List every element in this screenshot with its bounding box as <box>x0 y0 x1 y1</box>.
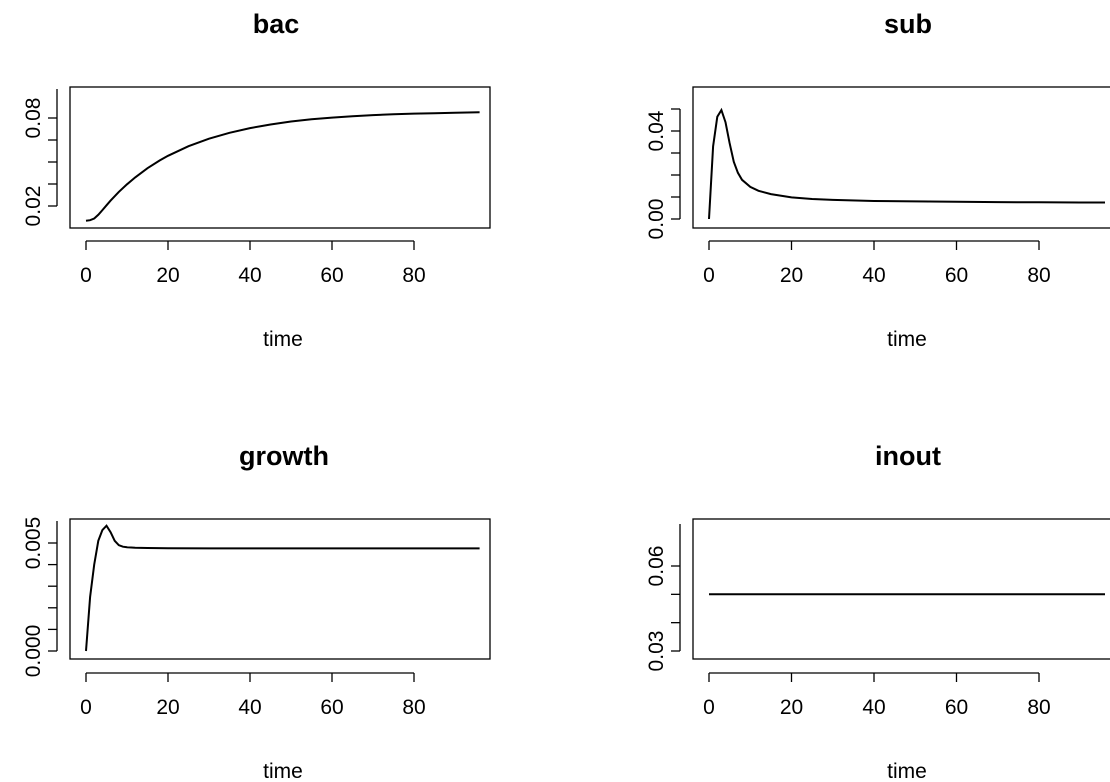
panel-sub: sub 0 20 40 60 80 0.00 0.04 time <box>645 9 1110 351</box>
panel-sub-x-tick-label: 20 <box>780 264 803 287</box>
panel-sub-x-label: time <box>887 328 927 351</box>
panel-inout-plot-frame <box>692 518 1110 660</box>
panel-inout-x-tick-label: 80 <box>1027 696 1050 719</box>
panel-inout-title: inout <box>875 441 941 471</box>
panel-inout: inout 0 20 40 60 80 0.03 0.06 time <box>645 441 1110 782</box>
panel-bac-title: bac <box>253 9 300 39</box>
panel-sub-title: sub <box>884 9 932 39</box>
panel-sub-x-tick-label: 80 <box>1027 264 1050 287</box>
panel-sub-series <box>708 107 1105 220</box>
panel-growth-y-tick-label: 0.000 <box>22 625 45 678</box>
panel-sub-plot-frame <box>692 86 1110 229</box>
panel-growth: growth 0 20 40 60 80 0.000 0.005 time <box>22 441 491 782</box>
panel-bac-series <box>85 111 480 222</box>
panel-growth-y-axis: 0.000 0.005 <box>22 517 58 678</box>
panel-bac-y-tick-label: 0.08 <box>22 98 45 139</box>
panel-inout-x-label: time <box>887 760 927 782</box>
panel-growth-x-label: time <box>263 760 303 782</box>
panel-bac-series-line <box>85 111 480 222</box>
panel-bac-x-tick-label: 40 <box>238 264 261 287</box>
panel-growth-x-tick-label: 80 <box>402 696 425 719</box>
panel-bac-x-tick-label: 20 <box>156 264 179 287</box>
panel-growth-x-tick-label: 40 <box>238 696 261 719</box>
panel-growth-x-tick-label: 60 <box>320 696 343 719</box>
panel-growth-title: growth <box>239 441 329 471</box>
panel-inout-y-tick-label: 0.06 <box>645 546 668 587</box>
panel-inout-x-tick-label: 40 <box>862 696 885 719</box>
panel-inout-y-tick-label: 0.03 <box>645 631 668 672</box>
panel-inout-x-tick-label: 20 <box>780 696 803 719</box>
panel-inout-x-tick-label: 60 <box>945 696 968 719</box>
panel-sub-y-tick-label: 0.04 <box>645 110 668 151</box>
panel-sub-series-line <box>708 107 1105 220</box>
panel-sub-y-axis: 0.00 0.04 <box>645 108 681 240</box>
panel-inout-x-axis: 0 20 40 60 80 <box>703 672 1051 719</box>
panel-sub-x-tick-label: 60 <box>945 264 968 287</box>
panel-sub-y-tick-label: 0.00 <box>645 199 668 240</box>
panel-bac-x-tick-label: 60 <box>320 264 343 287</box>
panel-sub-x-tick-label: 0 <box>703 264 715 287</box>
panel-growth-y-tick-label: 0.005 <box>22 517 45 570</box>
panel-inout-y-axis: 0.03 0.06 <box>645 524 681 672</box>
panel-sub-x-tick-label: 40 <box>862 264 885 287</box>
panel-bac-x-tick-label: 80 <box>402 264 425 287</box>
panel-growth-series <box>85 524 480 652</box>
panel-sub-x-axis: 0 20 40 60 80 <box>703 240 1051 287</box>
panel-bac-plot-frame <box>69 86 491 229</box>
panel-growth-x-tick-label: 0 <box>80 696 92 719</box>
panel-growth-plot-frame <box>69 518 491 660</box>
panel-bac-x-axis: 0 20 40 60 80 <box>80 240 426 287</box>
panel-growth-x-tick-label: 20 <box>156 696 179 719</box>
panel-bac-y-tick-label: 0.02 <box>22 186 45 227</box>
panel-inout-x-tick-label: 0 <box>703 696 715 719</box>
panel-growth-x-axis: 0 20 40 60 80 <box>80 672 426 719</box>
panel-bac-y-axis: 0.02 0.08 <box>22 89 58 227</box>
panel-bac-x-tick-label: 0 <box>80 264 92 287</box>
panel-bac: bac 0 20 40 60 80 0.02 0.08 time <box>22 9 491 351</box>
panel-bac-x-label: time <box>263 328 303 351</box>
panel-growth-series-line <box>85 524 480 652</box>
